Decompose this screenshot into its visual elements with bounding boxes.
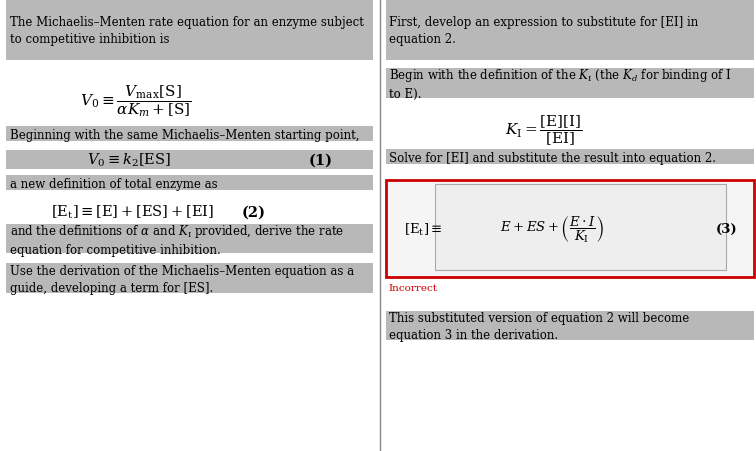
FancyBboxPatch shape xyxy=(6,264,373,293)
Text: $V_0 \equiv \dfrac{V_{\mathrm{max}}[\mathrm{S}]}{\alpha K_m+[\mathrm{S}]}$: $V_0 \equiv \dfrac{V_{\mathrm{max}}[\mat… xyxy=(80,84,192,119)
Text: Solve for [EI] and substitute the result into equation 2.: Solve for [EI] and substitute the result… xyxy=(389,152,716,164)
Text: $E + ES + \left(\dfrac{E \cdot I}{K_\mathrm{I}}\right)$: $E + ES + \left(\dfrac{E \cdot I}{K_\mat… xyxy=(500,214,604,244)
FancyBboxPatch shape xyxy=(386,180,754,277)
FancyBboxPatch shape xyxy=(6,176,373,190)
FancyBboxPatch shape xyxy=(6,0,373,61)
Text: $[\mathrm{E_t}] \equiv$: $[\mathrm{E_t}] \equiv$ xyxy=(404,221,443,237)
Text: Begin with the definition of the $K_\mathrm{I}$ (the $K_d$ for binding of I
to E: Begin with the definition of the $K_\mat… xyxy=(389,67,731,101)
FancyBboxPatch shape xyxy=(6,151,373,169)
FancyBboxPatch shape xyxy=(386,69,754,98)
Text: $V_0 \equiv k_2[\mathrm{ES}]$: $V_0 \equiv k_2[\mathrm{ES}]$ xyxy=(86,152,171,169)
Text: (3): (3) xyxy=(716,223,738,235)
Text: Incorrect: Incorrect xyxy=(389,283,438,292)
Text: This substituted version of equation 2 will become
equation 3 in the derivation.: This substituted version of equation 2 w… xyxy=(389,311,689,341)
Text: $K_\mathrm{I} = \dfrac{[\mathrm{E}][\mathrm{I}]}{[\mathrm{EI}]}$: $K_\mathrm{I} = \dfrac{[\mathrm{E}][\mat… xyxy=(506,114,583,148)
Text: (2): (2) xyxy=(242,205,266,219)
Text: First, develop an expression to substitute for [EI] in
equation 2.: First, develop an expression to substitu… xyxy=(389,16,698,46)
FancyBboxPatch shape xyxy=(6,224,373,253)
Text: The Michaelis–Menten rate equation for an enzyme subject
to competitive inhibiti: The Michaelis–Menten rate equation for a… xyxy=(10,16,364,46)
Text: and the definitions of $\alpha$ and $K_\mathrm{I}$ provided, derive the rate
equ: and the definitions of $\alpha$ and $K_\… xyxy=(10,222,344,256)
Text: a new definition of total enzyme as: a new definition of total enzyme as xyxy=(10,178,218,190)
FancyBboxPatch shape xyxy=(6,127,373,142)
FancyBboxPatch shape xyxy=(386,311,754,341)
Text: Beginning with the same Michaelis–Menten starting point,: Beginning with the same Michaelis–Menten… xyxy=(10,129,359,142)
FancyBboxPatch shape xyxy=(435,185,726,271)
FancyBboxPatch shape xyxy=(386,150,754,164)
Text: (1): (1) xyxy=(308,153,333,167)
Text: $[\mathrm{E_t}] \equiv [\mathrm{E}] + [\mathrm{ES}] + [\mathrm{EI}]$: $[\mathrm{E_t}] \equiv [\mathrm{E}] + [\… xyxy=(51,203,214,221)
Text: Use the derivation of the Michaelis–Menten equation as a
guide, developing a ter: Use the derivation of the Michaelis–Ment… xyxy=(10,264,354,294)
FancyBboxPatch shape xyxy=(386,0,754,61)
